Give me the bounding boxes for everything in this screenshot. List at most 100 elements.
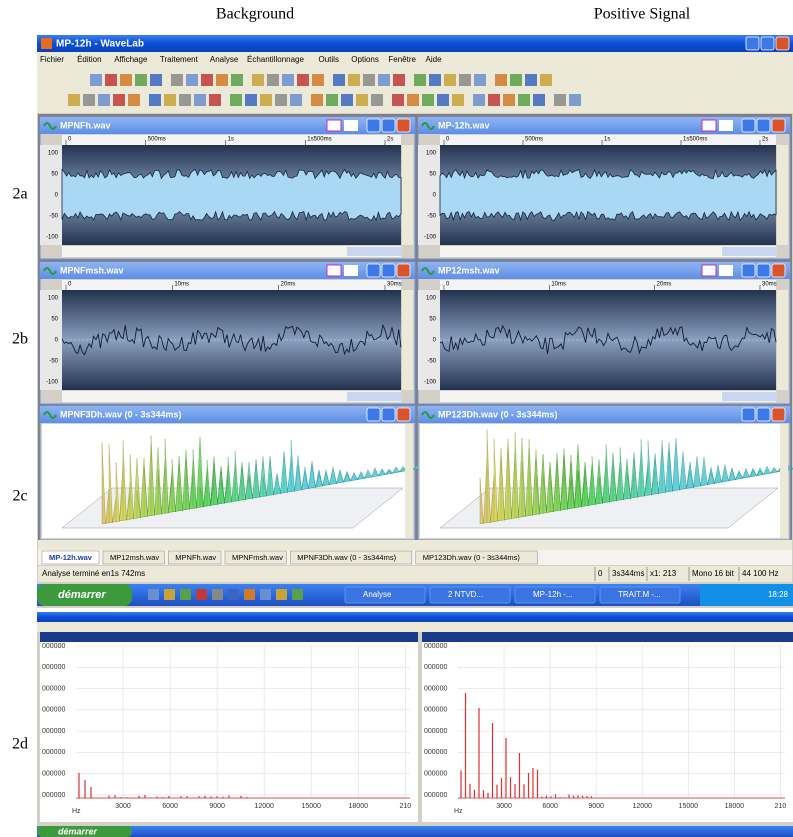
toolbar-icon bbox=[452, 94, 464, 106]
window-button bbox=[756, 263, 771, 278]
status-field: 3s344ms bbox=[612, 569, 644, 578]
taskbar-item-label: Analyse bbox=[363, 590, 392, 599]
tab-label: MPNFmsh.wav bbox=[232, 553, 283, 562]
toolbar-icon bbox=[459, 74, 471, 86]
level-label: 000000 bbox=[42, 792, 65, 799]
panel-title-bar bbox=[40, 632, 418, 642]
record-button bbox=[719, 265, 733, 276]
level-label: -100 bbox=[424, 235, 437, 241]
toolbar-icon bbox=[437, 94, 449, 106]
ruler bbox=[62, 135, 401, 145]
window-button bbox=[771, 118, 786, 133]
window-button bbox=[760, 36, 775, 51]
ruler-label: 10ms bbox=[551, 282, 566, 288]
ruler-label: 2s bbox=[387, 137, 393, 143]
window-title: MP-12h.wav bbox=[438, 120, 490, 130]
freq-label: 3000 bbox=[115, 803, 131, 810]
freq-label: 18000 bbox=[725, 803, 745, 810]
tab bbox=[41, 550, 100, 565]
window-icon bbox=[421, 411, 435, 419]
menu-item: Aide bbox=[426, 55, 443, 64]
level-label: 000000 bbox=[424, 728, 447, 735]
toolbar-icon bbox=[407, 94, 419, 106]
ruler-label: 2s bbox=[762, 137, 768, 143]
ruler-label: 500ms bbox=[525, 137, 543, 143]
ruler-label: 10ms bbox=[174, 282, 189, 288]
toolbar-icon bbox=[113, 94, 125, 106]
document-window: MP-12h.wav 0 500ms 1s 1s500ms 2s 100 50 0 -50 -100 bbox=[417, 116, 791, 260]
toolbar-icon bbox=[98, 94, 110, 106]
toolbar-icon bbox=[518, 94, 530, 106]
toolbar-icon bbox=[503, 94, 515, 106]
level-label: 50 bbox=[429, 172, 436, 178]
tab bbox=[102, 550, 165, 565]
toolbar-icon bbox=[231, 74, 243, 86]
start-label: démarrer bbox=[58, 589, 106, 601]
level-label: -100 bbox=[46, 380, 59, 386]
window-icon bbox=[421, 267, 435, 275]
window-title: MPNF3Dh.wav (0 - 3s344ms) bbox=[60, 409, 182, 419]
ruler bbox=[62, 280, 401, 290]
level-label: 000000 bbox=[424, 664, 447, 671]
toolbar-icon bbox=[135, 74, 147, 86]
toolbar-icon bbox=[297, 74, 309, 86]
level-label: 000000 bbox=[424, 643, 447, 650]
tab bbox=[224, 550, 287, 565]
level-label: 000000 bbox=[42, 728, 65, 735]
window-title: MP12msh.wav bbox=[438, 265, 500, 275]
menu-item: Fenêtre bbox=[388, 55, 416, 64]
freq-label: 210 bbox=[399, 803, 411, 810]
ruler-label: 0 bbox=[68, 282, 72, 288]
level-slider bbox=[402, 290, 413, 390]
row-caption: 2d bbox=[12, 736, 28, 753]
row-caption: 2b bbox=[12, 331, 28, 348]
level-label: 000000 bbox=[42, 685, 65, 692]
level-label: 000000 bbox=[424, 749, 447, 756]
taskbar-item-label: MP-12h -... bbox=[533, 590, 573, 599]
ruler-label: 1s bbox=[227, 137, 233, 143]
status-field: Mono 16 bit bbox=[692, 569, 735, 578]
taskbar-item-label: 2 NTVD... bbox=[448, 590, 483, 599]
window-icon bbox=[43, 267, 57, 275]
window-button bbox=[381, 118, 396, 133]
app-title-bar bbox=[37, 35, 793, 52]
window-title-bar bbox=[40, 117, 415, 134]
tab-label: MP12msh.wav bbox=[110, 553, 159, 562]
toolbar-icon bbox=[209, 94, 221, 106]
window-icon bbox=[43, 411, 57, 419]
toolbar-icon bbox=[333, 74, 345, 86]
freq-label: 15000 bbox=[679, 803, 699, 810]
ruler-label: 1s500ms bbox=[307, 137, 331, 143]
panel-title-bar bbox=[422, 632, 793, 642]
app-title-bar bbox=[37, 612, 793, 622]
freq-label: 210 bbox=[775, 803, 787, 810]
level-label: 100 bbox=[48, 296, 59, 302]
ruler bbox=[440, 280, 776, 290]
menu-item: Échantillonnage bbox=[247, 55, 304, 64]
h-scroll bbox=[38, 540, 792, 550]
column-caption: Background bbox=[216, 6, 294, 23]
window-button bbox=[741, 118, 756, 133]
level-label: 000000 bbox=[42, 664, 65, 671]
level-label: 50 bbox=[51, 317, 58, 323]
quick-launch-icon bbox=[212, 589, 223, 600]
menu-item: Options bbox=[351, 55, 379, 64]
scroll-bar bbox=[440, 246, 776, 257]
toolbar-icon bbox=[326, 94, 338, 106]
window-button bbox=[366, 263, 381, 278]
window-title-bar bbox=[418, 406, 790, 423]
quick-launch-icon bbox=[292, 589, 303, 600]
menu-item: Analyse bbox=[210, 55, 239, 64]
window-icon bbox=[43, 122, 57, 130]
level-label: 0 bbox=[55, 338, 59, 344]
toolbar-icon bbox=[252, 74, 264, 86]
level-label: 50 bbox=[51, 172, 58, 178]
level-label: -100 bbox=[424, 380, 437, 386]
freq-label: 12000 bbox=[254, 803, 274, 810]
window-button bbox=[741, 407, 756, 422]
record-button bbox=[344, 265, 358, 276]
toolbar-icon bbox=[194, 94, 206, 106]
ruler-label: 20ms bbox=[281, 282, 296, 288]
document-window: MP12msh.wav 0 10ms 20ms 30ms 100 50 0 -50 -100 bbox=[417, 261, 791, 405]
record-button bbox=[719, 120, 733, 131]
